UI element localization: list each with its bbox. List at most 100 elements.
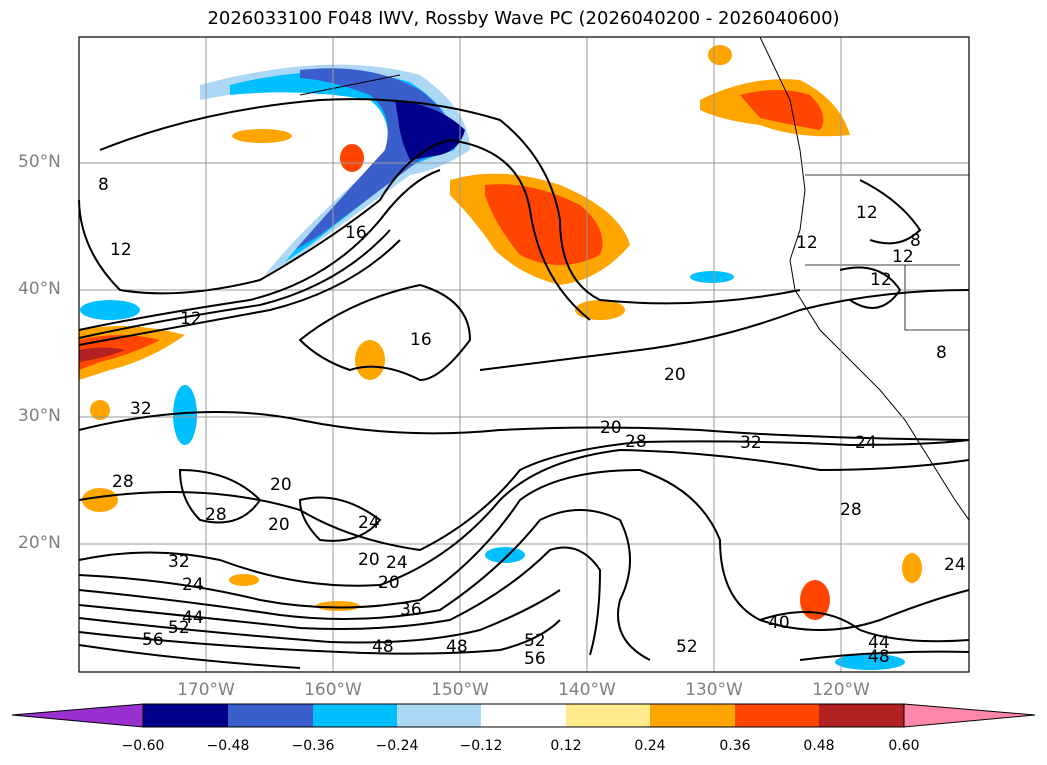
contour-24: [78, 439, 970, 552]
contour-label: 12: [892, 247, 914, 267]
contour-label: 24: [358, 513, 380, 533]
contour-label: 28: [840, 500, 862, 520]
contour-48: [78, 589, 561, 644]
pos-blob-7: [316, 601, 360, 611]
contour-label: 56: [524, 649, 546, 669]
pos-region-red: [485, 184, 603, 265]
contour-52: [78, 619, 561, 655]
contour-label: 32: [740, 433, 762, 453]
coastline-alaska: [299, 74, 401, 96]
contour-28: [78, 448, 970, 587]
contour-label: 24: [386, 553, 408, 573]
contour-label: 16: [345, 223, 367, 243]
contour-label: 12: [870, 270, 892, 290]
contour-16a: [78, 229, 391, 339]
contour-44: [78, 546, 602, 656]
pos-blob-2: [340, 144, 364, 172]
contour-label: 24: [182, 575, 204, 595]
colorbar: [11, 703, 1036, 728]
contour-label: 32: [168, 552, 190, 572]
gridlines: [79, 37, 969, 672]
contour-label: 12: [180, 309, 202, 329]
contour-label: 48: [446, 637, 468, 657]
contour-label: 24: [855, 433, 877, 453]
contour-label: 8: [936, 343, 947, 363]
contour-label: 32: [130, 399, 152, 419]
pos-blob-9: [90, 400, 110, 420]
contour-40-44: [759, 611, 970, 643]
neg-blob-sw: [173, 385, 197, 445]
pos-region-west-core: [79, 335, 160, 370]
contour-label: 52: [168, 618, 190, 638]
lon-label: 120°W: [812, 680, 870, 700]
contour-label: 16: [410, 330, 432, 350]
contour-label: 20: [378, 573, 400, 593]
pos-region-bc-core: [740, 90, 824, 130]
pos-blob-mid: [575, 300, 625, 320]
contour-label: 48: [372, 637, 394, 657]
colorbar-tick: 0.60: [888, 738, 920, 754]
lat-label: 40°N: [18, 279, 61, 299]
contour-label-group: 8 12 12 16 16 12 32 28 28 20 20 24 20 20…: [98, 175, 966, 669]
colorbar-segment: [313, 704, 397, 727]
colorbar-segment: [650, 704, 735, 727]
pos-region-west-max: [79, 347, 125, 362]
contour-label: 28: [625, 432, 647, 452]
contour-56: [78, 644, 301, 669]
contour-20: [78, 411, 970, 441]
contour-label: 24: [944, 555, 966, 575]
colorbar-extend-high: [903, 703, 1036, 728]
colorbar-tick: −0.12: [459, 738, 503, 754]
contour-label: 20: [358, 550, 380, 570]
contour-20-north: [479, 289, 970, 371]
colorbar-segment: [481, 704, 566, 727]
lon-label: 170°W: [177, 680, 235, 700]
iwv-contours: [78, 98, 970, 669]
contour-label: 20: [600, 418, 622, 438]
chart-title: 2026033100 F048 IWV, Rossby Wave PC (202…: [207, 8, 840, 29]
colorbar-segment: [819, 704, 904, 727]
contour-label: 12: [856, 203, 878, 223]
contour-label: 12: [110, 240, 132, 260]
contour-8: [99, 98, 801, 305]
contour-32: [78, 468, 970, 631]
lat-label: 20°N: [18, 533, 61, 553]
colorbar-tick: 0.48: [803, 738, 835, 754]
contour-label: 12: [796, 233, 818, 253]
colorbar-segment: [735, 704, 819, 727]
contour-12b: [78, 169, 441, 331]
contour-label: 20: [664, 365, 686, 385]
contour-label: 8: [98, 175, 109, 195]
contour-label: 28: [112, 472, 134, 492]
colorbar-tick: −0.60: [121, 738, 165, 754]
contour-label: 52: [524, 631, 546, 651]
contour-label: 40: [768, 613, 790, 633]
coastline-na: [759, 36, 970, 521]
pos-blob-8: [229, 574, 259, 586]
contour-36: [78, 509, 651, 661]
contour-label: 8: [910, 231, 921, 251]
state-borders: [805, 174, 969, 331]
contour-24-loop: [298, 496, 382, 542]
contour-label: 52: [676, 637, 698, 657]
contour-48-east: [799, 650, 970, 661]
contour-label: 56: [142, 630, 164, 650]
contour-12: [78, 138, 591, 321]
neg-region-core: [395, 100, 465, 160]
contour-label: 36: [400, 600, 422, 620]
contour-16-loop: [298, 283, 472, 382]
colorbar-segment: [397, 704, 481, 727]
lat-label: 50°N: [18, 152, 61, 172]
colorbar-tick: −0.48: [206, 738, 250, 754]
contour-label: 44: [868, 633, 890, 653]
neg-blob-east: [690, 271, 734, 283]
colorbar-segment: [143, 704, 228, 727]
colorbar-segment: [228, 704, 313, 727]
pos-blob-10: [708, 45, 732, 65]
contour-label: 44: [182, 608, 204, 628]
contour-12-land-2: [839, 266, 902, 309]
colorbar-tick: −0.36: [291, 738, 335, 754]
neg-blob-south: [835, 654, 905, 670]
pos-blob-4: [800, 580, 830, 620]
